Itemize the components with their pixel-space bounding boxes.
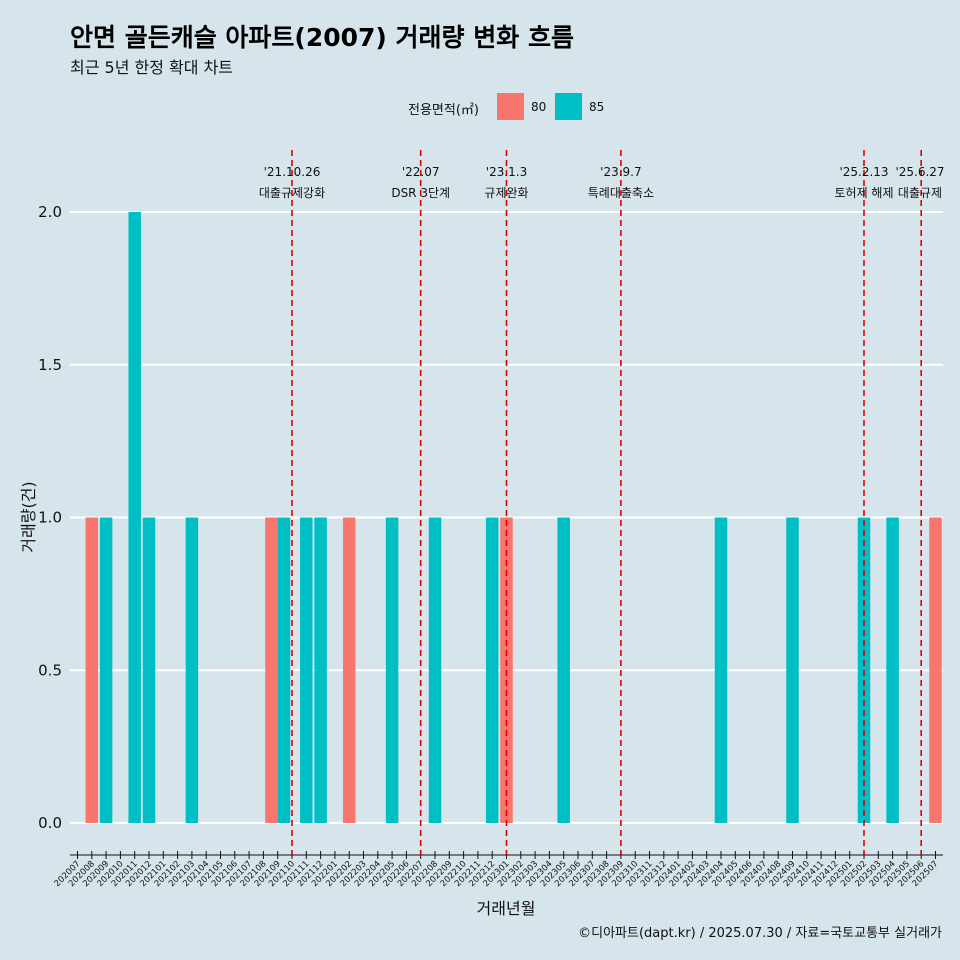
event-label: DSR 3단계 — [391, 186, 450, 200]
event-date-label: '25.2.13 — [839, 165, 888, 179]
bar-85-202208 — [428, 517, 442, 823]
legend-title: 전용면적(㎡) — [408, 103, 479, 118]
bar-85-202109 — [277, 517, 291, 823]
event-label: 규제완화 — [484, 186, 528, 200]
y-tick-label: 0.0 — [38, 814, 62, 832]
bar-85-202409 — [786, 517, 799, 823]
event-date-label: '23.9.7 — [600, 165, 641, 179]
event-label: 특례대출축소 — [588, 186, 654, 200]
chart-title: 안면 골든캐슬 아파트(2007) 거래량 변화 흐름 — [70, 23, 574, 52]
event-label: 대출규제강화 — [259, 186, 325, 200]
bar-85-202404 — [714, 517, 728, 823]
legend: 전용면적(㎡) 80 85 — [0, 93, 960, 123]
bar-85-202212 — [485, 517, 499, 823]
event-label: 대출규제 — [898, 186, 942, 200]
bar-85-202103 — [185, 517, 199, 823]
bar-85-202305 — [557, 517, 570, 823]
event-date-label: '22.07 — [402, 165, 440, 179]
legend-key-80 — [497, 93, 524, 120]
bar-85-202504 — [886, 517, 899, 823]
bar-85-202012 — [142, 517, 156, 823]
legend-label-85: 85 — [589, 100, 605, 114]
bar-80-202109 — [265, 517, 278, 823]
legend-label-80: 80 — [531, 100, 547, 114]
legend-key-85 — [555, 93, 582, 120]
event-date-label: '25.6.27 — [895, 165, 944, 179]
y-tick-label: 2.0 — [38, 203, 62, 221]
event-date-label: '23.1.3 — [486, 165, 527, 179]
bar-80-202008 — [85, 517, 99, 823]
bar-85-202205 — [385, 517, 399, 823]
y-tick-label: 1.0 — [38, 509, 62, 527]
bar-85-202112 — [314, 517, 327, 823]
bar-85-202011 — [128, 212, 141, 823]
bar-85-202009 — [99, 517, 113, 823]
x-axis-title: 거래년월 — [477, 899, 536, 918]
y-tick-label: 1.5 — [38, 356, 62, 374]
event-label: 토허제 해제 — [834, 186, 893, 200]
bar-80-202202 — [342, 517, 356, 823]
chart-subtitle: 최근 5년 한정 확대 차트 — [70, 58, 234, 77]
bar-85-202111 — [300, 517, 313, 823]
bar-80-202507 — [929, 517, 942, 823]
event-date-label: '21.10.26 — [264, 165, 321, 179]
caption: ©디아파트(dapt.kr) / 2025.07.30 / 자료=국토교통부 실… — [578, 926, 942, 941]
y-tick-label: 0.5 — [38, 661, 62, 679]
y-axis-title: 거래량(건) — [19, 481, 38, 552]
